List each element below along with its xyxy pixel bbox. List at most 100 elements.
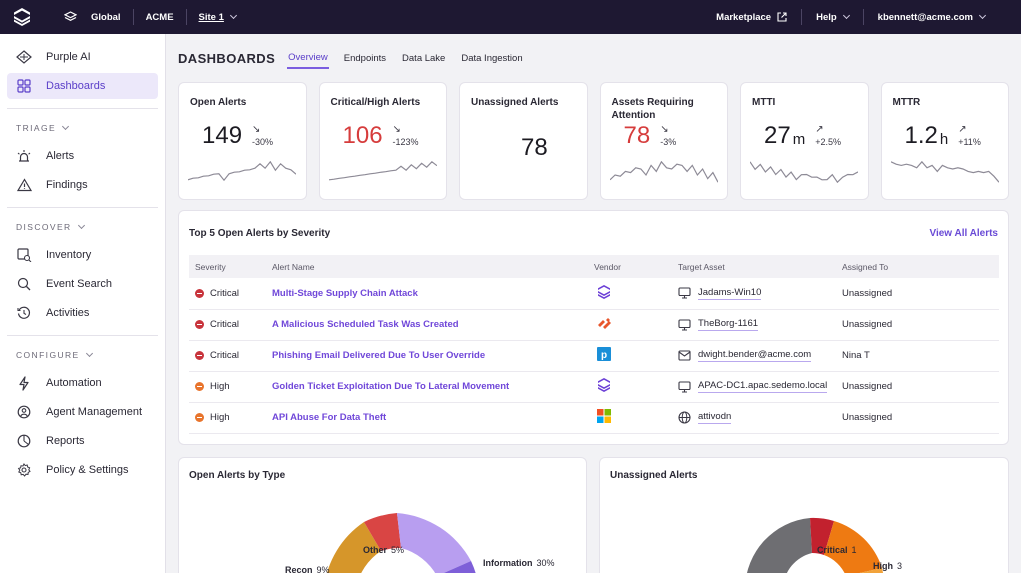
alerts-icon [16,148,32,164]
assigned-cell[interactable]: Unassigned [836,309,999,341]
column-header[interactable]: Assigned To [836,255,999,278]
alert-name-link[interactable]: Golden Ticket Exploitation Due To Latera… [272,381,510,392]
sidebar-item-alerts[interactable]: Alerts [7,143,158,169]
sidebar-item-dashboards[interactable]: Dashboards [7,73,158,99]
asset-cell: attivodn [672,402,836,434]
scope-account[interactable]: ACME [145,11,174,23]
sidebar-item-purple-ai[interactable]: Purple AI [7,44,158,70]
column-header[interactable]: Target Asset [672,255,836,278]
kpi-card[interactable]: Open Alerts 149 ↘ -30% [178,82,307,200]
chevron-down-icon[interactable] [229,11,237,20]
alert-name-link[interactable]: Phishing Email Delivered Due To User Ove… [272,350,486,361]
panel-title: Top 5 Open Alerts by Severity [189,227,331,239]
asset-link[interactable]: TheBorg-1161 [698,318,759,331]
asset-link[interactable]: Jadams-Win10 [698,286,762,300]
sentinelone-logo-icon [597,284,611,300]
section-triage[interactable]: TRIAGE [7,118,158,138]
table-row[interactable]: Critical Multi-Stage Supply Chain Attack… [189,278,999,310]
kpi-unit: m [792,131,806,148]
severity-crit-icon [195,320,204,329]
asset-link[interactable]: dwight.bender@acme.com [698,349,812,362]
donut-slice-remaining[interactable] [846,568,884,573]
chevron-down-icon[interactable] [842,11,850,20]
alerts-table: Severity Alert Name Vendor Target Asset … [189,255,999,434]
alert-name-link[interactable]: Multi-Stage Supply Chain Attack [272,287,418,299]
vendor-cell: p [588,340,672,372]
severity-crit-icon [195,288,204,298]
section-discover[interactable]: DISCOVER [7,217,158,237]
assigned-cell[interactable]: Unassigned [836,278,999,310]
sidebar-item-reports[interactable]: Reports [7,428,158,454]
chevron-down-icon[interactable] [77,221,85,230]
external-link-icon[interactable] [777,12,787,22]
column-header[interactable]: Alert Name [266,255,588,278]
donut-slice-high[interactable] [824,521,882,573]
sentinelone-logo-icon[interactable] [0,0,44,34]
kpi-card[interactable]: Unassigned Alerts 78 [459,82,588,200]
sidebar-item-label: Automation [46,377,102,389]
chevron-down-icon[interactable] [978,11,987,20]
alert-name-link[interactable]: API Abuse For Data Theft [272,412,387,423]
chevron-down-icon[interactable] [62,122,70,131]
kpi-value: 106 [342,122,383,149]
help-menu[interactable]: Help [816,11,837,23]
view-all-alerts-link[interactable]: View All Alerts [929,227,998,239]
sidebar-item-automation[interactable]: Automation [7,370,158,396]
microsoft-logo-icon [597,409,611,423]
kpi-delta: ↘ -3% [660,124,677,147]
donut-slice-remaining[interactable] [437,561,479,573]
table-row[interactable]: Critical Phishing Email Delivered Due To… [189,340,999,372]
divider [7,207,158,208]
scope-site[interactable]: Site 1 [198,11,224,23]
scope-breadcrumb[interactable]: Global ACME Site 1 [64,9,237,25]
sidebar-item-findings[interactable]: Findings [7,172,158,198]
sidebar-item-agent-management[interactable]: Agent Management [7,399,158,425]
column-header[interactable]: Severity [189,255,266,278]
alert-name-link[interactable]: A Malicious Scheduled Task Was Created [272,319,459,330]
assigned-cell[interactable]: Unassigned [836,402,999,434]
donut-slice-critical[interactable] [810,517,834,555]
dashboards-icon [16,78,32,94]
sidebar-item-activities[interactable]: Activities [7,300,158,326]
sidebar-item-label: Reports [46,435,85,447]
kpi-card[interactable]: Assets Requiring Attention 78 ↘ -3% [599,82,728,200]
section-configure[interactable]: CONFIGURE [7,345,158,365]
assigned-cell[interactable]: Nina T [836,340,999,372]
sidebar-item-inventory[interactable]: Inventory [7,242,158,268]
user-menu[interactable]: kbennett@acme.com [877,11,973,23]
scope-global[interactable]: Global [91,11,121,23]
marketplace-link[interactable]: Marketplace [716,11,772,23]
assigned-cell[interactable]: Unassigned [836,371,999,403]
kpi-card[interactable]: Critical/High Alerts 106 ↘ -123% [318,82,447,200]
table-row[interactable]: Critical A Malicious Scheduled Task Was … [189,309,999,341]
open-alerts-by-type-panel: Open Alerts by Type Other 5% Recon 9% Info… [178,457,587,573]
sidebar-item-label: Purple AI [46,51,91,63]
column-header[interactable]: Vendor [588,255,672,278]
trend-arrow-icon: ↗ [958,124,967,135]
table-row[interactable]: High API Abuse For Data Theft attivodn U… [189,402,999,434]
kpi-card[interactable]: MTTR 1.2 h ↗ +11% [880,82,1009,200]
tab-endpoints[interactable]: Endpoints [343,52,387,64]
alert-name-cell: API Abuse For Data Theft [266,402,588,434]
tab-data-ingestion[interactable]: Data Ingestion [461,52,523,64]
sidebar-item-policy-settings[interactable]: Policy & Settings [7,457,158,483]
separator [801,9,803,25]
proofpoint-logo-icon: p [597,347,611,361]
donut-slice-recon[interactable] [324,522,381,573]
chevron-down-icon[interactable] [85,349,93,358]
kpi-card[interactable]: MTTI 27 m ↗ +2.5% [740,82,869,200]
kpi-delta: ↗ +11% [958,124,981,147]
tab-overview[interactable]: Overview [287,48,329,69]
asset-link[interactable]: attivodn [698,411,732,424]
kpi-value: 27 [764,122,791,149]
severity-cell: High [189,402,266,434]
sparkline [328,161,437,181]
donut-slice-other[interactable] [364,513,401,551]
asset-link[interactable]: APAC-DC1.apac.sedemo.local [698,380,828,393]
table-row[interactable]: High Golden Ticket Exploitation Due To L… [189,371,999,403]
severity-high-icon [195,382,204,391]
donut-slice-information[interactable] [397,513,471,573]
tab-data-lake[interactable]: Data Lake [402,52,446,64]
sidebar-item-event-search[interactable]: Event Search [7,271,158,297]
donut-slice-unknown[interactable] [745,518,812,573]
